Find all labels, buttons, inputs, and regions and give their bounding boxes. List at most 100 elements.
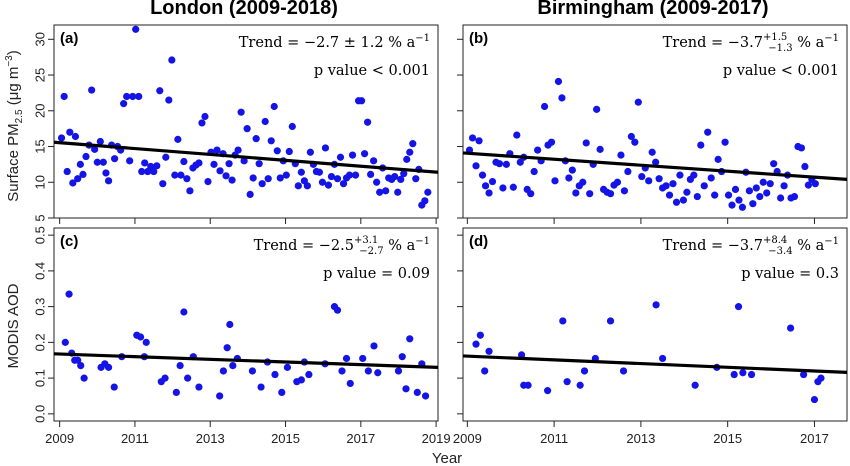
data-point	[79, 170, 87, 178]
plot-frame	[462, 24, 848, 219]
y-tick-label: 0.5	[33, 226, 48, 244]
y-axis-title-pm25-main: Surface PM	[5, 123, 22, 201]
data-point	[276, 174, 284, 182]
data-point	[648, 148, 656, 156]
data-point	[738, 203, 747, 211]
data-point	[228, 176, 236, 184]
panel-label: (d)	[469, 233, 488, 250]
data-point	[162, 153, 170, 161]
data-point	[544, 387, 552, 395]
data-point	[524, 381, 532, 389]
data-point	[195, 383, 203, 391]
data-point	[691, 381, 699, 389]
data-point	[61, 338, 69, 346]
data-point	[780, 182, 788, 190]
data-point	[336, 153, 345, 161]
data-point	[219, 367, 228, 375]
data-point	[111, 155, 119, 163]
data-point	[91, 145, 99, 153]
data-point	[88, 86, 96, 94]
data-point	[74, 356, 82, 364]
data-point	[801, 162, 809, 171]
data-point	[672, 198, 681, 206]
data-point	[412, 175, 420, 183]
data-point	[658, 354, 667, 363]
data-point	[502, 160, 510, 168]
data-point	[586, 190, 594, 198]
data-point	[305, 370, 313, 379]
data-point	[804, 181, 812, 189]
data-point	[568, 166, 576, 174]
data-point	[278, 388, 286, 397]
p-value-annotation: p value = 0.09	[323, 266, 430, 282]
data-point	[71, 132, 80, 141]
data-point	[376, 188, 384, 196]
data-point	[558, 94, 566, 102]
data-point	[77, 362, 85, 370]
data-point	[759, 178, 767, 186]
data-point	[267, 137, 275, 145]
trend-annotation-prefix: Trend =	[254, 238, 319, 254]
panel-label: (c)	[60, 233, 78, 250]
data-point	[60, 92, 68, 101]
trend-annotation-unit-sup: −1	[824, 33, 839, 44]
data-point	[65, 290, 73, 298]
trend-annotation-prefix: Trend =	[663, 238, 728, 254]
data-point	[180, 308, 188, 316]
data-point	[790, 192, 799, 201]
data-point	[563, 378, 571, 386]
data-point	[321, 144, 330, 152]
data-point	[495, 160, 504, 168]
data-point	[364, 367, 372, 375]
data-point	[96, 137, 104, 146]
data-point	[135, 92, 143, 101]
data-point	[168, 56, 176, 64]
p-value-annotation: p value < 0.001	[723, 63, 839, 79]
data-point	[186, 187, 194, 195]
data-point	[554, 77, 563, 86]
data-point	[327, 172, 336, 181]
x-tick-label: 2011	[540, 431, 568, 446]
data-point	[468, 134, 477, 142]
data-point	[136, 333, 145, 341]
data-point	[364, 118, 372, 126]
data-point	[161, 374, 169, 382]
data-point	[229, 362, 237, 370]
data-point	[394, 367, 403, 375]
data-point	[735, 196, 743, 204]
data-point	[66, 128, 74, 136]
data-point	[142, 338, 150, 346]
trend-annotation-prefix: Trend =	[663, 35, 728, 51]
data-point	[156, 87, 164, 95]
x-tick-label: 2013	[626, 431, 655, 446]
data-point	[264, 175, 272, 183]
data-point	[763, 189, 771, 197]
data-point	[303, 182, 311, 190]
data-point	[246, 190, 254, 199]
trend-annotation: Trend = −3.7+1.5 −1.3 % a−1	[663, 32, 839, 54]
data-point	[617, 151, 625, 159]
x-tick-label: 2013	[196, 431, 225, 446]
data-point	[721, 138, 729, 146]
x-tick-label: 2009	[45, 431, 74, 446]
data-point	[421, 392, 430, 400]
data-point	[745, 187, 753, 195]
data-point	[714, 155, 722, 163]
y-tick-label: 0.1	[33, 369, 48, 387]
data-point	[216, 392, 224, 400]
data-point	[810, 395, 819, 404]
data-point	[485, 347, 493, 355]
data-point	[104, 363, 113, 371]
panel-d: 2009 2011 2013 2015 2017(d) Trend = −3.7+8.4−…	[453, 227, 848, 446]
p-value-annotation: p value = 0.3	[741, 266, 839, 282]
y-tick-label: 30	[33, 32, 48, 46]
data-point	[472, 162, 480, 170]
plot-frame	[53, 24, 439, 219]
data-point	[159, 180, 167, 188]
trend-annotation-unit: % a	[384, 238, 416, 254]
data-point	[398, 353, 406, 361]
trend-annotation-value: −3.7	[728, 238, 763, 254]
data-point	[697, 141, 705, 149]
data-point	[183, 175, 191, 183]
